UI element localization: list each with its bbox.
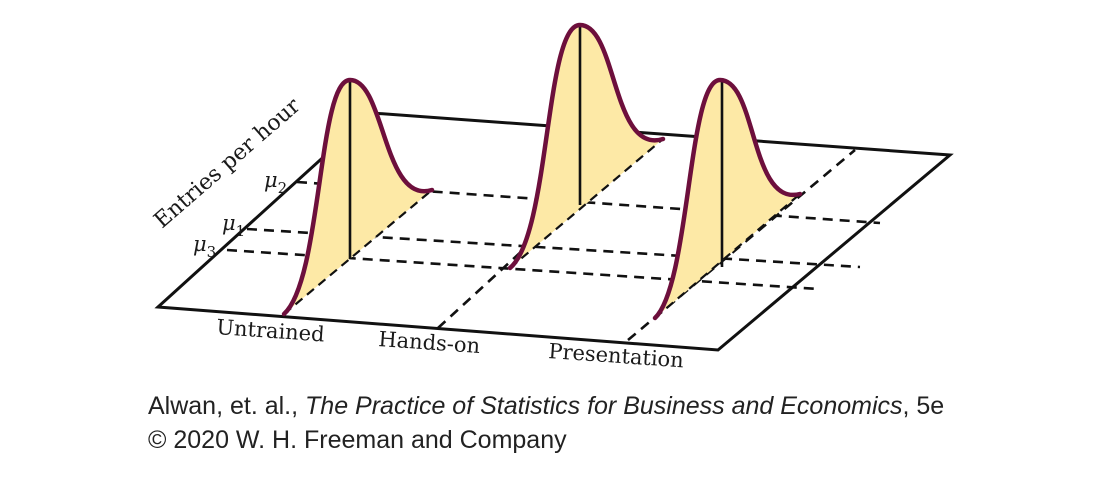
citation-authors: Alwan, et. al., bbox=[148, 392, 306, 420]
mu2-line bbox=[296, 180, 881, 225]
mu3-line bbox=[226, 248, 819, 291]
distribution-baseline bbox=[509, 138, 664, 269]
citation-edition: , 5e bbox=[902, 392, 945, 420]
mu2-label: μ2 bbox=[264, 168, 287, 197]
mu1-label: μ1 bbox=[222, 211, 245, 240]
distribution-untrained bbox=[281, 77, 435, 317]
distribution-fill bbox=[284, 80, 432, 314]
distribution-curve bbox=[281, 77, 435, 317]
copyright-line: © 2020 W. H. Freeman and Company bbox=[148, 426, 567, 454]
distribution-baseline bbox=[283, 189, 433, 315]
distribution-presentation bbox=[652, 77, 803, 321]
distribution-curve bbox=[652, 77, 803, 321]
divider-line-2 bbox=[627, 149, 856, 341]
distribution-baseline bbox=[654, 193, 801, 319]
citation-book-title: The Practice of Statistics for Business … bbox=[305, 392, 903, 420]
distribution-curve bbox=[507, 22, 666, 271]
citation-line: Alwan, et. al., The Practice of Statisti… bbox=[148, 394, 944, 419]
distribution-fill bbox=[655, 80, 800, 318]
mu3-label: μ3 bbox=[193, 232, 216, 261]
distribution-fill bbox=[510, 25, 663, 268]
distribution-hands-on bbox=[507, 22, 666, 271]
